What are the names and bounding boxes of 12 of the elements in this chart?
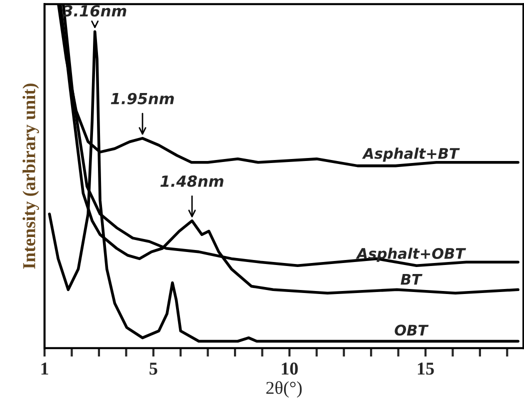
x-tick-label: 5 bbox=[150, 362, 158, 375]
x-tick-label: 1 bbox=[41, 362, 48, 375]
series-label: Asphalt+BT bbox=[362, 148, 460, 162]
x-axis-title: 2θ(°) bbox=[266, 381, 302, 398]
x-tick-label: 10 bbox=[282, 362, 298, 375]
series-label: OBT bbox=[394, 324, 429, 336]
series-label: Asphalt+OBT bbox=[356, 248, 466, 262]
annotation: 1.95nm bbox=[110, 92, 174, 104]
annotation: 1.48nm bbox=[160, 175, 224, 187]
y-axis-title: Intensity (arbirary unit) bbox=[22, 84, 39, 269]
series-label: BT bbox=[400, 274, 422, 285]
x-tick-label: 15 bbox=[418, 362, 434, 375]
